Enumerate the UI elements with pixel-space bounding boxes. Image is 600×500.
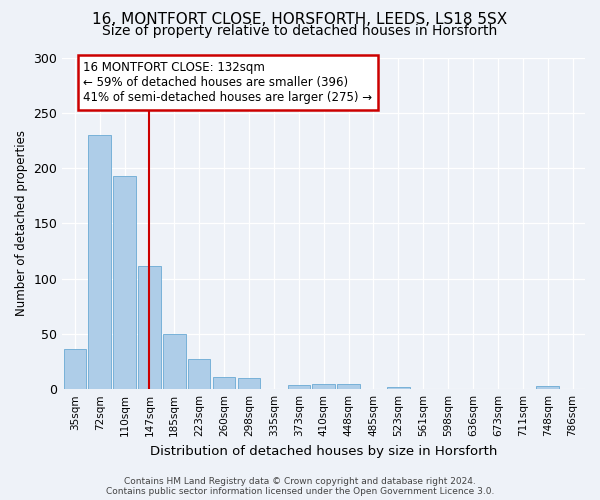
Bar [138, 266, 161, 389]
Bar [536, 386, 559, 389]
Bar [188, 360, 211, 389]
X-axis label: Distribution of detached houses by size in Horsforth: Distribution of detached houses by size … [150, 444, 497, 458]
Bar [387, 387, 410, 389]
Text: Size of property relative to detached houses in Horsforth: Size of property relative to detached ho… [103, 24, 497, 38]
Bar [64, 350, 86, 389]
Bar [313, 384, 335, 389]
Text: 16 MONTFORT CLOSE: 132sqm
← 59% of detached houses are smaller (396)
41% of semi: 16 MONTFORT CLOSE: 132sqm ← 59% of detac… [83, 61, 373, 104]
Bar [337, 384, 360, 389]
Bar [113, 176, 136, 389]
Text: 16, MONTFORT CLOSE, HORSFORTH, LEEDS, LS18 5SX: 16, MONTFORT CLOSE, HORSFORTH, LEEDS, LS… [92, 12, 508, 28]
Bar [213, 377, 235, 389]
Bar [287, 385, 310, 389]
Bar [88, 135, 111, 389]
Text: Contains HM Land Registry data © Crown copyright and database right 2024.
Contai: Contains HM Land Registry data © Crown c… [106, 476, 494, 496]
Y-axis label: Number of detached properties: Number of detached properties [15, 130, 28, 316]
Bar [238, 378, 260, 389]
Bar [163, 334, 185, 389]
